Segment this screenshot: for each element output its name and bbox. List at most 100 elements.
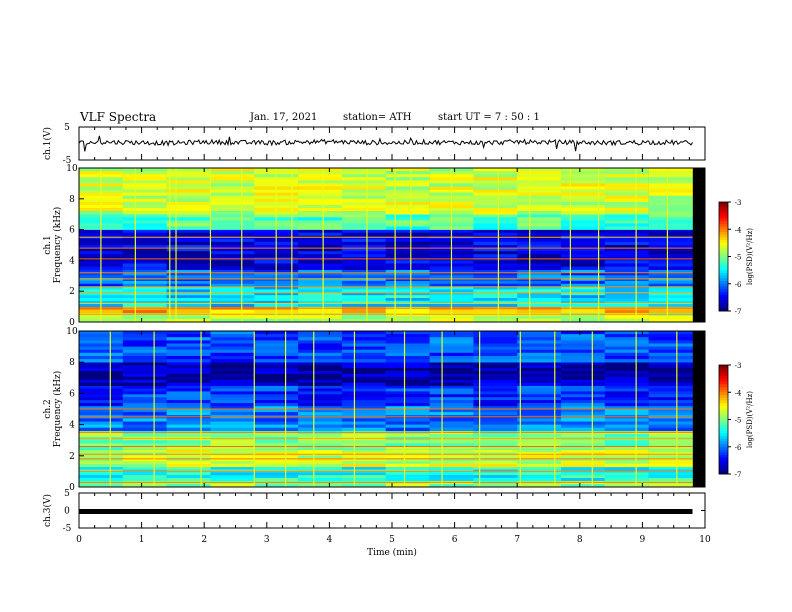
spectrogram-cell (254, 475, 299, 479)
spectrogram-cell (473, 376, 518, 380)
spectrogram-cell (341, 214, 386, 218)
spectrogram-cell (517, 214, 562, 218)
colorbar-cell (719, 283, 728, 287)
spectrogram-cell (561, 238, 606, 243)
spectrogram-cell (79, 343, 124, 347)
spectrogram-cell (385, 388, 430, 392)
spectrogram-cell (517, 269, 562, 273)
spectrogram-cell (298, 220, 343, 224)
spectrogram-cell (473, 440, 518, 444)
spectrogram-cell (429, 359, 474, 363)
spectrogram-cell (166, 289, 211, 293)
spectrogram-cell (648, 192, 693, 196)
spectrogram-cell (210, 365, 255, 369)
spectrogram-cell (210, 223, 255, 227)
colorbar-cell (719, 291, 728, 295)
spectrogram-cell (473, 412, 518, 416)
spectrogram-cell (210, 205, 255, 209)
spectrogram-cell (341, 362, 386, 366)
spectrogram-cell (79, 418, 124, 422)
spectrogram-cell (298, 171, 343, 175)
spectrogram-cell (517, 449, 562, 453)
spectrogram-cell (561, 245, 606, 249)
spectrogram-cell (517, 391, 562, 395)
spectrogram-cell (122, 388, 167, 392)
spectrogram-cell (341, 245, 386, 249)
spectrogram-cell (604, 472, 649, 476)
spectrogram-cell (166, 379, 211, 383)
spectrogram-cell (79, 475, 124, 479)
spectrogram-cell (166, 352, 211, 357)
colorbar-cell (719, 218, 728, 222)
spectrogram-cell (210, 446, 255, 450)
spectrogram-cell (473, 461, 518, 465)
spectrogram-cell (604, 382, 649, 386)
spectrogram-cell (122, 391, 167, 395)
spectrogram-cell (298, 359, 343, 363)
spectrogram-cell (429, 440, 474, 444)
spectrogram-cell (561, 472, 606, 476)
spectrogram-cell (341, 446, 386, 450)
y-axis-label: ch.1 (43, 235, 53, 254)
spectrogram-cell (648, 463, 693, 468)
spectrogram-cell (122, 189, 167, 193)
colorbar-cell (719, 452, 728, 456)
spectrogram-cell (341, 174, 386, 178)
spectrogram-cell (122, 280, 167, 284)
y-tick-label: 2 (69, 287, 75, 297)
spectrogram-cell (341, 400, 386, 404)
spectrogram-cell (122, 472, 167, 476)
spectrogram-cell (122, 455, 167, 459)
spectrogram-cell (210, 214, 255, 218)
spectrogram-cell (473, 269, 518, 273)
spectrogram-cell (122, 174, 167, 178)
spectrogram-cell (122, 346, 167, 350)
spectrogram-cell (604, 368, 649, 372)
spectrogram-cell (604, 466, 649, 470)
spectrogram-cell (210, 376, 255, 380)
spectrogram-cell (79, 388, 124, 392)
spectrogram-cell (210, 211, 255, 215)
spectrogram-cell (473, 337, 518, 341)
spectrogram-cell (385, 483, 430, 488)
spectrogram-cell (341, 251, 386, 255)
spectrogram-cell (122, 446, 167, 450)
spectrogram-cell (166, 275, 211, 279)
spectrogram-cell (517, 458, 562, 462)
spectrogram-cell (648, 280, 693, 284)
spectrogram-cell (385, 412, 430, 416)
spectrogram-cell (166, 343, 211, 347)
spectrogram-cell (604, 195, 649, 200)
spectrogram-cell (122, 434, 167, 438)
spectrogram-cell (648, 397, 693, 401)
spectrogram-cell (561, 241, 606, 246)
spectrogram-cell (210, 198, 255, 203)
spectrogram-cell (122, 466, 167, 470)
spectrogram-cell (122, 376, 167, 380)
spectrogram-cell (341, 424, 386, 428)
spectrogram-cell (166, 449, 211, 453)
colorbar-cell (719, 210, 728, 214)
spectrogram-cell (166, 403, 211, 407)
spectrogram-cell (561, 397, 606, 401)
spectrogram-cell (166, 421, 211, 425)
spectrogram-cell (166, 171, 211, 175)
spectrogram-cell (298, 205, 343, 209)
spectrogram-cell (341, 272, 386, 276)
spectrogram-cell (517, 418, 562, 422)
spectrogram-cell (385, 214, 430, 218)
spectrogram-cell (473, 286, 518, 290)
spectrogram-cell (341, 337, 386, 341)
spectrogram-cell (385, 180, 430, 184)
spectrogram-cell (561, 379, 606, 383)
spectrogram-cell (648, 318, 693, 323)
spectrogram-cell (385, 368, 430, 372)
spectrogram-cell (122, 362, 167, 366)
spectrogram-cell (385, 405, 430, 410)
colorbar-cell (719, 457, 728, 461)
spectrogram-cell (648, 292, 693, 296)
spectrogram-cell (473, 331, 518, 335)
date-label: Jan. 17, 2021 (250, 112, 318, 123)
spectrogram-cell (473, 400, 518, 404)
spectrogram-cell (561, 272, 606, 276)
